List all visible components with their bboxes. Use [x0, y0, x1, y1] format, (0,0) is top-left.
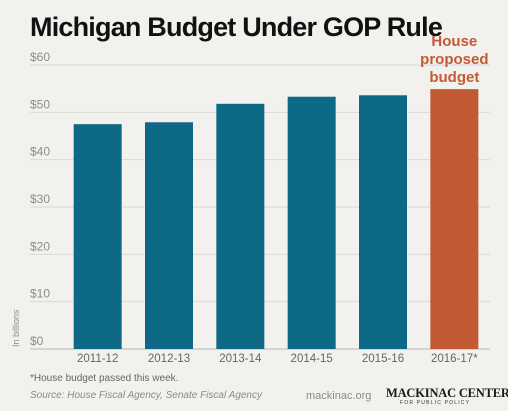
y-tick-label: $20 [30, 239, 50, 253]
bar [430, 89, 479, 349]
website-label: mackinac.org [306, 390, 372, 402]
bar [216, 103, 265, 350]
bar-chart: $0 $10 $20 $30 $40 $50 $60 In billions 2011-12 20… [11, 33, 490, 365]
bar [287, 96, 336, 349]
y-tick-label: $0 [30, 334, 44, 348]
y-tick-label: $40 [30, 145, 50, 159]
chart-title: Michigan Budget Under GOP Rule [30, 12, 443, 42]
bar [359, 95, 407, 349]
source-note: Source: House Fiscal Agency, Senate Fisc… [30, 390, 262, 401]
y-tick-label: $30 [30, 192, 50, 206]
y-axis-label: In billions [11, 309, 21, 347]
x-tick-label: 2015-16 [362, 353, 404, 365]
y-tick-label: $50 [30, 97, 50, 111]
bar [73, 124, 122, 350]
y-tick-label: $60 [30, 50, 50, 64]
x-tick-label: 2014-15 [291, 353, 333, 365]
footnote: *House budget passed this week. [30, 373, 179, 384]
bar [145, 122, 193, 349]
x-tick-label: 2016-17* [431, 353, 478, 365]
y-tick-label: $10 [30, 287, 50, 301]
annotation-line: budget [429, 69, 479, 86]
annotation-line: proposed [420, 51, 488, 68]
logo-name: MACKINAC CENTER [386, 386, 508, 400]
x-tick-label: 2011-12 [77, 353, 118, 365]
x-tick-label: 2013-14 [219, 353, 262, 365]
logo-tagline: FOR PUBLIC POLICY [400, 400, 471, 406]
x-tick-label: 2012-13 [148, 353, 190, 365]
mackinac-center-logo: MACKINAC CENTER FOR PUBLIC POLICY [386, 384, 508, 410]
annotation-line: House [431, 33, 477, 50]
